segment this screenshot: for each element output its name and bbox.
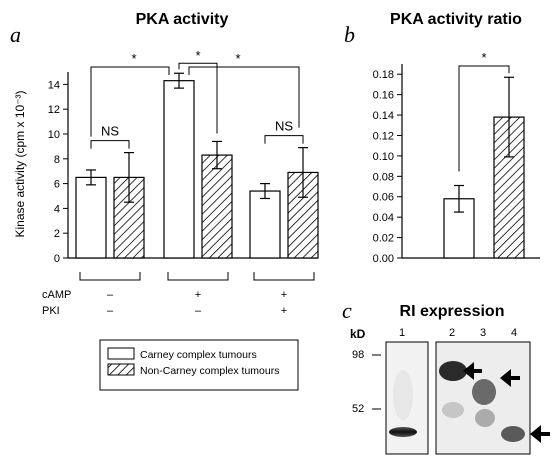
errorbar-noncarney <box>124 152 134 203</box>
panel-b-chart: b PKA activity ratio 0.000.020.040.060.0… <box>344 11 540 265</box>
panel-a-axes: 0 2 4 6 8 10 12 14 <box>48 72 318 265</box>
panel-c-title: RI expression <box>400 303 505 320</box>
legend-swatch-carney <box>107 347 135 360</box>
panel-b-sig-bracket <box>458 65 510 172</box>
panel-b-y-tick-label: 0.06 <box>373 192 394 204</box>
arrow-lane-4-icon <box>530 425 550 443</box>
panel-a-y-tick-label: 2 <box>54 228 60 240</box>
panel-c-letter: c <box>342 298 352 323</box>
panel-b-y-tick-label: 0.00 <box>373 253 394 265</box>
bar-noncarney <box>201 154 233 259</box>
panel-a-conditions: cAMP – + + PKI – – + <box>42 272 315 317</box>
group-bracket <box>167 272 229 281</box>
bar-carney-ratio-errorbar <box>454 184 464 213</box>
errorbar-carney <box>174 72 184 89</box>
legend: Carney complex tumours Non-Carney comple… <box>99 339 299 391</box>
ns-bracket <box>264 135 304 144</box>
lane-label-3: 3 <box>480 327 486 339</box>
panel-b-annotations: * <box>458 50 510 172</box>
panel-a-y-tick-label: 0 <box>54 253 60 265</box>
bar-carney <box>163 80 195 259</box>
sig-bracket-cAMP <box>178 62 218 134</box>
kd-unit-label: kD <box>350 327 366 341</box>
panel-b-y-tick-label: 0.16 <box>373 90 394 102</box>
panel-b-bars <box>443 76 525 259</box>
panel-b-y-tick-label: 0.02 <box>373 233 394 245</box>
condition-value: – <box>195 305 202 317</box>
bar-carney <box>249 190 281 259</box>
condition-value: – <box>107 289 114 301</box>
band-lane-2-lower <box>442 402 464 418</box>
arrow-lane-3-icon <box>500 369 520 387</box>
legend-label-carney: Carney complex tumours <box>140 349 257 361</box>
sig-star: * <box>131 51 136 66</box>
panel-b-axes: 0.00 0.02 0.04 0.06 0.08 0.10 0.12 0.14 0.16 0.18 <box>373 64 540 265</box>
ns-bracket <box>90 140 130 149</box>
arrow-lane-2-icon <box>463 362 482 380</box>
panel-b-y-tick-label: 0.12 <box>373 130 394 142</box>
legend-swatch-noncarney <box>107 363 135 376</box>
sig-bracket-left <box>90 66 170 137</box>
errorbar-carney <box>260 183 270 200</box>
errorbar-carney <box>86 169 96 186</box>
group-bracket <box>253 272 315 281</box>
panel-b-y-tick-label: 0.10 <box>373 151 394 163</box>
panel-a-y-tick-label: 4 <box>54 203 60 215</box>
band-lane-3-lower <box>475 409 495 427</box>
ns-label: NS <box>101 124 119 139</box>
condition-row-label: PKI <box>42 305 60 317</box>
panel-a-title: PKA activity <box>136 11 229 28</box>
panel-b-y-tick-label: 0.04 <box>373 212 394 224</box>
errorbar-noncarney <box>212 140 222 170</box>
panel-b-y-tick-label: 0.18 <box>373 69 394 81</box>
condition-row-label: cAMP <box>42 289 71 301</box>
band-lane-1 <box>389 427 417 437</box>
panel-b-y-tick-label: 0.14 <box>373 110 394 122</box>
panel-b-y-tick-label: 0.08 <box>373 171 394 183</box>
smear-lane-1 <box>393 370 413 420</box>
condition-value: + <box>281 289 287 301</box>
sig-star: * <box>195 48 200 63</box>
bar-noncarney-ratio-errorbar <box>504 76 514 158</box>
panel-a-letter: a <box>10 22 21 47</box>
panel-a-chart: a PKA activity Kinase activity (cpm x 10… <box>10 11 319 317</box>
band-lane-2 <box>439 361 467 381</box>
group-bracket <box>79 272 141 281</box>
sig-bracket-right <box>188 66 300 128</box>
panel-a-bars <box>75 72 319 259</box>
panel-c-blot: c RI expression kD 1 2 3 4 98 52 <box>342 298 550 455</box>
errorbar-noncarney <box>298 147 308 198</box>
ns-label: NS <box>275 119 293 134</box>
bar-carney <box>75 176 107 259</box>
panel-a-y-axis-label: Kinase activity (cpm x 10⁻³) <box>13 90 27 237</box>
condition-value: + <box>195 289 201 301</box>
condition-value: – <box>107 305 114 317</box>
bar-noncarney <box>287 171 319 259</box>
marker-98-label: 98 <box>352 349 364 361</box>
panel-b-sig-star: * <box>481 50 486 65</box>
band-lane-3 <box>472 379 496 405</box>
sig-star: * <box>235 51 240 66</box>
marker-52-label: 52 <box>352 403 364 415</box>
panel-a-y-tick-label: 8 <box>54 154 60 166</box>
band-lane-4 <box>501 426 525 442</box>
panel-a-y-tick-label: 14 <box>48 79 60 91</box>
panel-b-letter: b <box>344 22 355 47</box>
lane-label-4: 4 <box>511 327 517 339</box>
condition-value: + <box>281 305 287 317</box>
panel-a-y-tick-label: 6 <box>54 179 60 191</box>
lane-label-2: 2 <box>449 327 455 339</box>
panel-b-title: PKA activity ratio <box>390 11 522 28</box>
legend-label-noncarney: Non-Carney complex tumours <box>140 365 279 377</box>
panel-a-annotations: NS NS * * * <box>90 48 304 149</box>
lane-label-1: 1 <box>399 327 405 339</box>
panel-a-y-tick-label: 10 <box>48 129 60 141</box>
panel-a-y-tick-label: 12 <box>48 104 60 116</box>
